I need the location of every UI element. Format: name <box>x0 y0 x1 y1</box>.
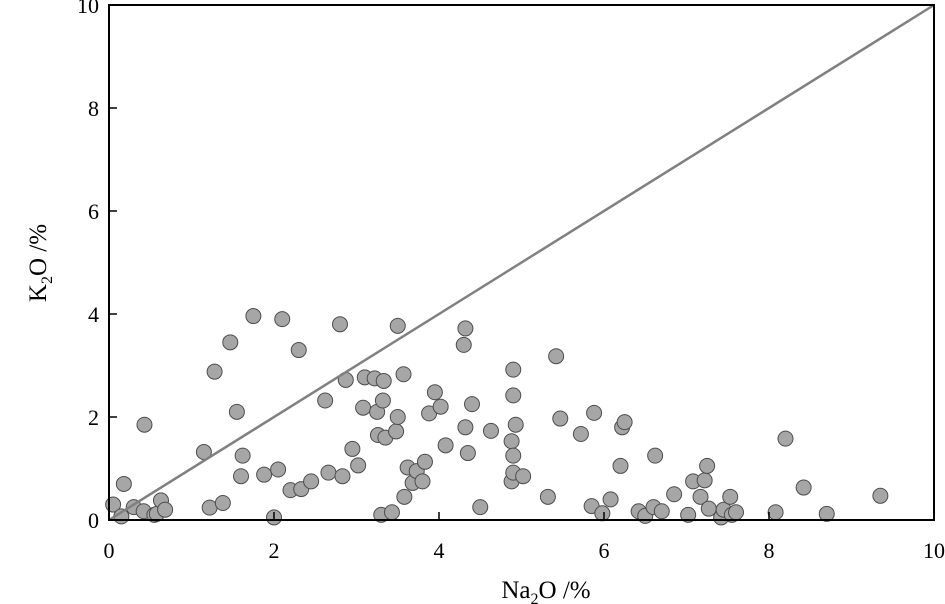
data-point <box>653 503 670 520</box>
data-point <box>317 392 334 409</box>
data-point <box>455 336 472 353</box>
data-point <box>222 334 239 351</box>
data-point <box>320 464 337 481</box>
y-tick-label: 8 <box>88 96 99 121</box>
y-axis-ticks: 0 2 4 6 8 10 <box>77 0 117 533</box>
data-point <box>157 501 174 518</box>
data-point <box>389 317 406 334</box>
x-axis-ticks: 0 2 4 6 8 10 <box>104 512 945 563</box>
data-point <box>245 308 262 325</box>
plot-frame <box>108 4 935 521</box>
data-point <box>767 504 784 521</box>
data-point <box>355 399 372 416</box>
x-tick-label: 0 <box>104 538 115 563</box>
data-points <box>105 308 889 526</box>
data-point <box>457 419 474 436</box>
data-point <box>214 495 231 512</box>
data-point <box>457 320 474 337</box>
data-point <box>539 488 556 505</box>
data-point <box>586 404 603 421</box>
data-point <box>234 447 251 464</box>
data-point <box>722 488 739 505</box>
data-point <box>389 409 406 425</box>
data-point <box>414 473 431 490</box>
data-point <box>426 384 443 401</box>
data-point <box>290 342 307 359</box>
y-tick-label: 0 <box>88 508 99 533</box>
data-point <box>464 396 480 413</box>
data-point <box>818 505 835 522</box>
data-point <box>696 472 713 489</box>
data-point <box>416 453 433 470</box>
data-point <box>432 398 449 415</box>
data-point <box>777 430 794 447</box>
data-point <box>233 468 249 485</box>
y-tick-label: 10 <box>77 0 99 18</box>
data-point <box>396 488 413 505</box>
data-point <box>334 468 351 485</box>
x-axis-title: Na2O /% <box>501 577 590 604</box>
data-point <box>136 416 153 433</box>
data-point <box>383 504 400 521</box>
data-point <box>728 504 744 521</box>
y-tick-label: 4 <box>88 302 99 327</box>
data-point <box>115 475 132 492</box>
data-point <box>270 461 287 478</box>
data-point <box>482 422 499 439</box>
x-tick-label: 8 <box>764 538 775 563</box>
data-point <box>548 348 565 365</box>
data-point <box>256 466 273 483</box>
data-point <box>395 366 412 383</box>
data-point <box>274 311 291 328</box>
data-point <box>699 457 716 474</box>
data-point <box>388 423 405 440</box>
data-point <box>505 447 522 464</box>
data-point <box>459 445 476 462</box>
data-point <box>594 505 611 522</box>
data-point <box>375 372 392 389</box>
data-point <box>374 392 391 409</box>
reference-line-1to1 <box>108 3 935 522</box>
x-tick-label: 2 <box>269 538 280 563</box>
data-point <box>472 499 489 516</box>
data-point <box>572 425 589 442</box>
data-point <box>680 506 697 523</box>
y-tick-label: 6 <box>88 199 99 224</box>
x-tick-label: 4 <box>434 538 445 563</box>
data-point <box>872 487 889 504</box>
data-point <box>795 479 812 496</box>
data-point <box>332 316 348 333</box>
data-point <box>515 468 532 485</box>
data-point <box>505 387 522 404</box>
data-point <box>507 416 524 433</box>
data-point <box>666 486 683 503</box>
data-point <box>612 457 629 474</box>
data-point <box>503 433 520 450</box>
data-point <box>505 361 522 378</box>
data-point <box>692 488 709 505</box>
data-point <box>616 414 633 431</box>
data-point <box>344 440 361 457</box>
y-tick-label: 2 <box>88 405 99 430</box>
data-point <box>602 491 619 508</box>
x-tick-label: 10 <box>923 538 945 563</box>
data-point <box>228 403 245 420</box>
data-point <box>303 473 320 490</box>
y-axis-title: K2O /% <box>25 224 56 302</box>
data-point <box>647 447 664 464</box>
data-point <box>437 437 454 454</box>
data-point <box>206 363 223 380</box>
data-point <box>552 410 569 427</box>
data-point <box>350 457 367 474</box>
x-tick-label: 6 <box>599 538 610 563</box>
